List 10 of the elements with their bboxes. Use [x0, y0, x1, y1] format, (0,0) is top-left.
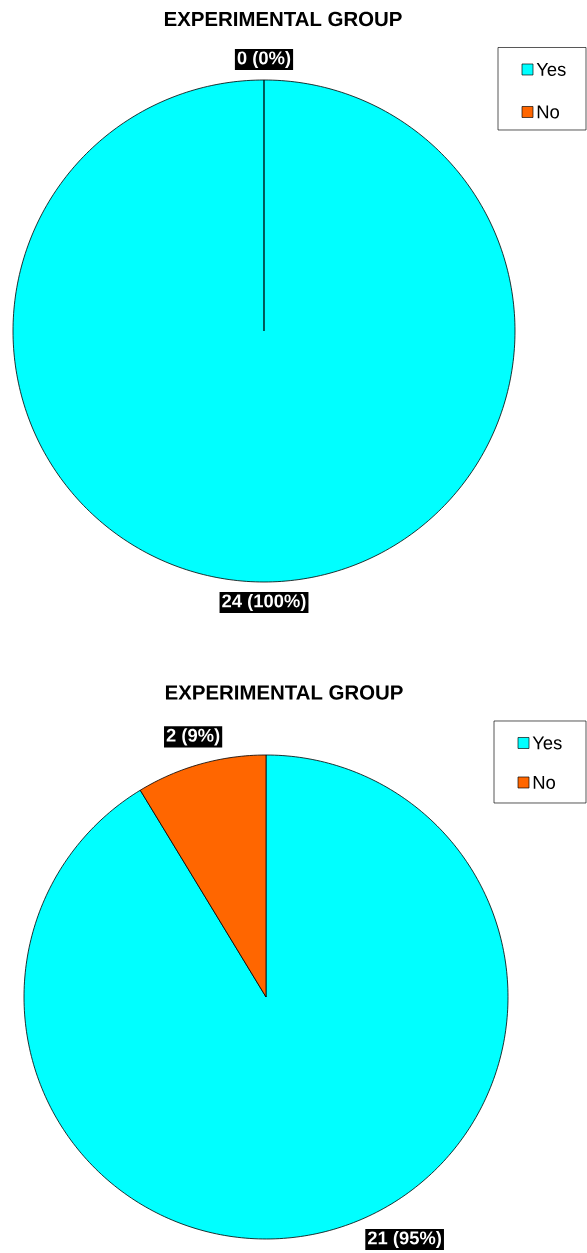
legend-label: Yes [532, 736, 562, 750]
data-label: 21 (95%) [367, 1230, 442, 1249]
chart-title: EXPERIMENTAL GROUP [165, 685, 403, 700]
data-label: 2 (9%) [166, 728, 220, 746]
data-label: 24 (100%) [222, 593, 306, 612]
legend-label: No [537, 105, 559, 119]
legend-label: No [533, 776, 556, 789]
chart-title: EXPERIMENTAL GROUP [164, 11, 402, 27]
legend-label: Yes [536, 63, 566, 76]
text: 0 (0%) [237, 50, 291, 69]
